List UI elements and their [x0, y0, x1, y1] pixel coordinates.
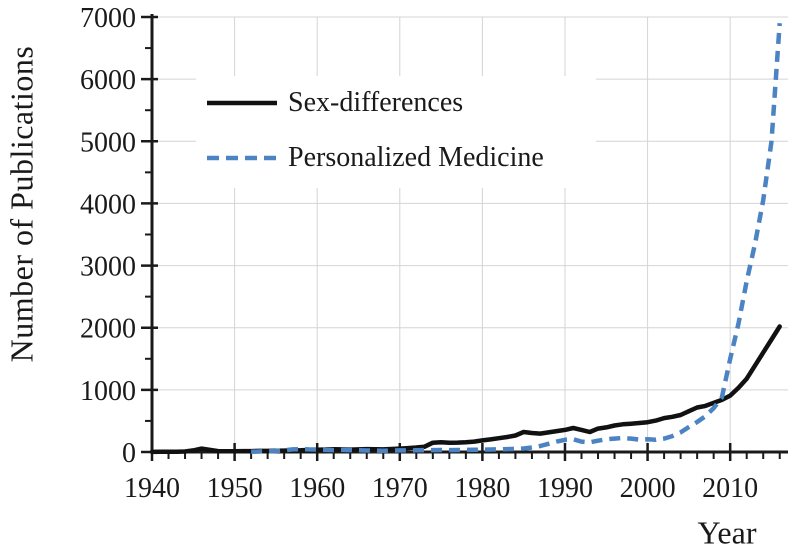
x-tick-label: 1970: [372, 473, 428, 504]
legend-solid-line-icon: [207, 100, 277, 106]
x-tick-label: 1990: [537, 473, 593, 504]
y-tick-label: 5000: [80, 127, 136, 158]
x-tick-label: 1960: [289, 473, 345, 504]
legend-label-sex-differences: Sex-differences: [288, 87, 464, 118]
y-tick-label: 7000: [80, 3, 136, 34]
legend-label-personalized-medicine: Personalized Medicine: [288, 142, 544, 173]
y-axis-title: Number of Publications: [3, 45, 40, 363]
x-tick-label: 1950: [207, 473, 263, 504]
y-tick-label: 0: [122, 438, 136, 469]
x-tick-label: 2010: [702, 473, 758, 504]
x-axis-title: Year: [697, 514, 757, 551]
y-tick-label: 1000: [80, 376, 136, 407]
y-tick-label: 6000: [80, 65, 136, 96]
legend-dashed-line-icon: [207, 155, 277, 161]
legend-item-personalized-medicine: Personalized Medicine: [207, 142, 544, 173]
y-tick-label: 2000: [80, 314, 136, 345]
y-tick-label: 3000: [80, 252, 136, 283]
x-tick-label: 1940: [124, 473, 180, 504]
legend: Sex-differences Personalized Medicine: [196, 76, 596, 188]
x-tick-label: 2000: [620, 473, 676, 504]
series-line-sex-differences: [149, 324, 782, 455]
x-tick-label: 1980: [454, 473, 510, 504]
legend-item-sex-differences: Sex-differences: [207, 87, 464, 118]
y-tick-label: 4000: [80, 189, 136, 220]
